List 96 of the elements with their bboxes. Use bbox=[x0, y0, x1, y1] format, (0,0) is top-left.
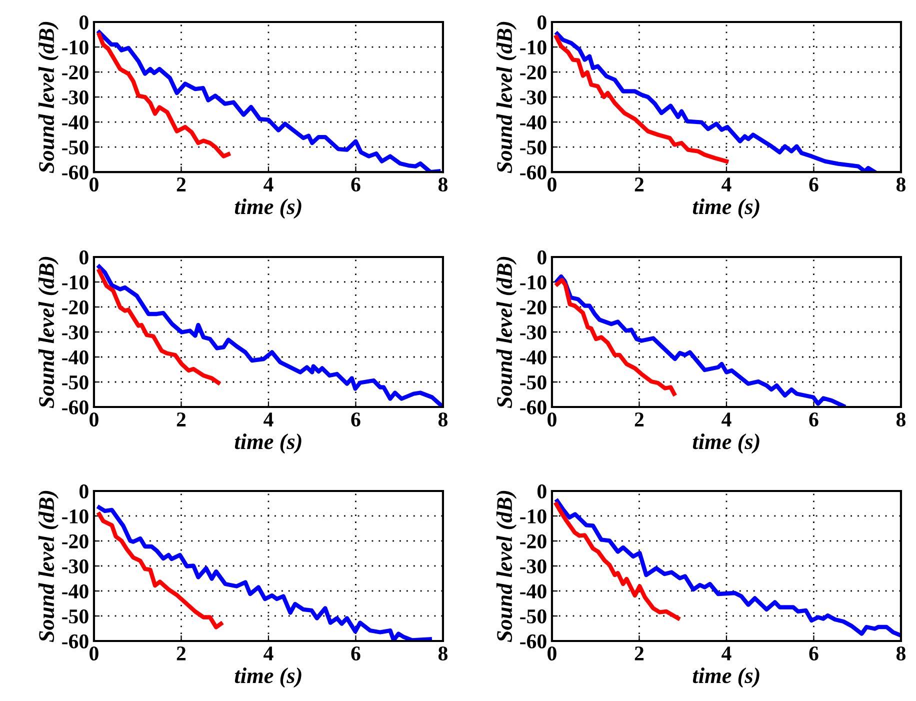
x-tick-label: 6 bbox=[809, 178, 818, 192]
x-tick-label: 4 bbox=[264, 646, 274, 660]
y-tick-label: -20 bbox=[62, 534, 88, 548]
x-tick-label: 8 bbox=[438, 412, 448, 427]
x-axis-title: time (s) bbox=[234, 434, 302, 454]
y-tick-label: -20 bbox=[520, 534, 546, 548]
x-tick-label: 0 bbox=[548, 177, 556, 192]
x-tick-label: 2 bbox=[634, 646, 644, 660]
x-tick-label: 0 bbox=[548, 646, 556, 661]
y-tick-label: -10 bbox=[520, 40, 546, 54]
y-axis-title: Sound level (dB) bbox=[38, 490, 59, 642]
line-series bbox=[555, 274, 846, 407]
x-tick-label: 8 bbox=[896, 177, 906, 192]
x-tick-label: 2 bbox=[634, 178, 644, 192]
line-series bbox=[555, 278, 676, 396]
x-axis-title: time (s) bbox=[692, 668, 760, 688]
y-tick-label: 0 bbox=[538, 484, 546, 498]
y-axis-title: Sound level (dB) bbox=[38, 22, 59, 174]
x-axis-title: time (s) bbox=[692, 198, 760, 219]
line-series bbox=[555, 498, 901, 638]
y-axis-title: Sound level (dB) bbox=[38, 256, 59, 408]
x-axis-title: time (s) bbox=[692, 434, 760, 454]
x-tick-label: 0 bbox=[90, 412, 98, 427]
y-tick-label: -10 bbox=[520, 509, 546, 524]
y-tick-label: -10 bbox=[520, 275, 546, 290]
y-tick-label: -60 bbox=[62, 634, 88, 648]
x-tick-label: 2 bbox=[176, 178, 186, 192]
y-tick-label: -40 bbox=[520, 350, 546, 364]
y-tick-label: -60 bbox=[62, 165, 88, 180]
x-tick-label: 2 bbox=[176, 646, 186, 660]
y-tick-label: -50 bbox=[520, 609, 546, 624]
x-tick-label: 6 bbox=[351, 178, 360, 192]
line-series bbox=[555, 32, 877, 172]
x-tick-label: 0 bbox=[90, 646, 98, 661]
y-tick-label: -60 bbox=[520, 165, 546, 180]
y-tick-label: -30 bbox=[62, 559, 88, 574]
y-tick-label: -50 bbox=[62, 140, 88, 154]
line-series bbox=[97, 268, 220, 385]
y-tick-label: -20 bbox=[62, 300, 88, 314]
line-series bbox=[97, 505, 432, 641]
y-tick-label: -30 bbox=[520, 559, 546, 574]
y-tick-label: -50 bbox=[62, 375, 88, 390]
x-tick-label: 8 bbox=[438, 646, 448, 661]
y-tick-label: -20 bbox=[520, 300, 546, 314]
y-axis-title: Sound level (dB) bbox=[496, 490, 517, 642]
x-axis-title: time (s) bbox=[234, 668, 302, 688]
y-tick-label: -10 bbox=[62, 275, 88, 290]
y-tick-label: -30 bbox=[62, 325, 88, 340]
x-tick-label: 8 bbox=[438, 177, 448, 192]
x-axis-title: time (s) bbox=[234, 198, 302, 219]
line-series bbox=[554, 502, 680, 620]
y-tick-label: -10 bbox=[62, 40, 88, 54]
x-tick-label: 6 bbox=[809, 646, 818, 661]
y-tick-label: -30 bbox=[520, 90, 546, 104]
y-tick-label: 0 bbox=[80, 484, 88, 498]
y-tick-label: -60 bbox=[520, 400, 546, 414]
x-tick-label: 2 bbox=[176, 412, 186, 426]
line-series bbox=[554, 34, 729, 164]
x-tick-label: 4 bbox=[264, 178, 274, 192]
y-tick-label: -20 bbox=[520, 65, 546, 80]
y-tick-label: -40 bbox=[62, 115, 88, 130]
y-tick-label: 0 bbox=[80, 250, 88, 264]
x-tick-label: 0 bbox=[548, 412, 556, 427]
x-tick-label: 4 bbox=[722, 412, 732, 426]
y-tick-label: -30 bbox=[520, 325, 546, 340]
x-tick-label: 8 bbox=[896, 646, 906, 661]
x-tick-label: 4 bbox=[722, 646, 732, 660]
y-tick-label: 0 bbox=[538, 250, 546, 264]
x-tick-label: 0 bbox=[90, 177, 98, 192]
x-tick-label: 2 bbox=[634, 412, 644, 426]
y-tick-label: -40 bbox=[62, 350, 88, 364]
y-tick-label: -60 bbox=[62, 400, 88, 414]
y-tick-label: -10 bbox=[62, 509, 88, 524]
line-series bbox=[97, 30, 441, 172]
y-tick-label: -40 bbox=[62, 584, 88, 598]
y-tick-label: -50 bbox=[520, 375, 546, 390]
y-tick-label: -40 bbox=[520, 115, 546, 130]
y-tick-label: -50 bbox=[520, 140, 546, 154]
x-tick-label: 8 bbox=[896, 412, 906, 427]
y-tick-label: -60 bbox=[520, 634, 546, 648]
y-tick-label: 0 bbox=[538, 15, 546, 30]
y-axis-title: Sound level (dB) bbox=[496, 256, 517, 408]
line-series bbox=[97, 264, 443, 407]
y-tick-label: 0 bbox=[80, 15, 88, 30]
line-series bbox=[97, 32, 230, 158]
y-tick-label: -50 bbox=[62, 609, 88, 624]
x-tick-label: 4 bbox=[722, 178, 732, 192]
y-tick-label: -20 bbox=[62, 65, 88, 80]
line-series bbox=[97, 512, 224, 630]
x-tick-label: 4 bbox=[264, 412, 274, 426]
y-tick-label: -30 bbox=[62, 90, 88, 104]
x-tick-label: 6 bbox=[351, 646, 360, 661]
y-axis-title: Sound level (dB) bbox=[496, 22, 517, 174]
x-tick-label: 6 bbox=[809, 412, 818, 427]
x-tick-label: 6 bbox=[351, 412, 360, 427]
y-tick-label: -40 bbox=[520, 584, 546, 598]
